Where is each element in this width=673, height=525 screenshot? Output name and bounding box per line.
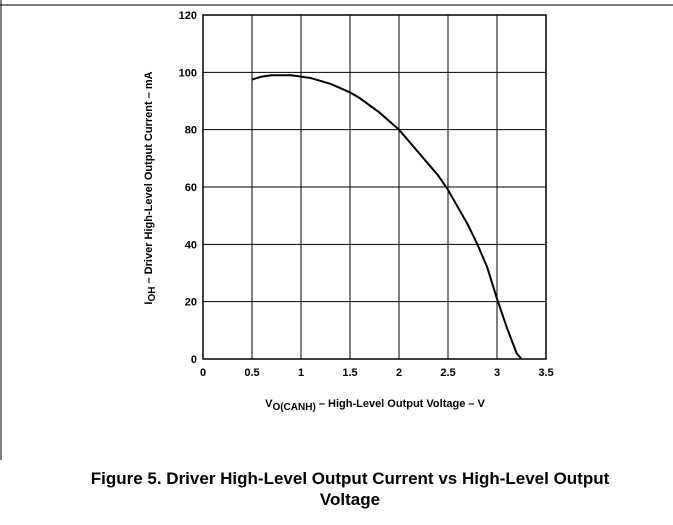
y-label-text: – Driver High-Level Output Current – mA: [143, 71, 155, 286]
chart: VO(CANH) – High-Level Output Voltage – V…: [0, 0, 673, 460]
caption: Figure 5. Driver High-Level Output Curre…: [90, 469, 610, 509]
x-tick-label: 0: [200, 367, 206, 379]
x-tick-label: 3: [494, 367, 500, 379]
y-tick-label: 20: [185, 297, 197, 309]
data-line: [251, 74, 523, 360]
y-tick-label: 80: [185, 125, 197, 137]
x-axis-label: VO(CANH) – High-Level Output Voltage – V: [265, 398, 485, 413]
y-tick-label: 40: [185, 239, 197, 251]
plot-frame: [202, 14, 547, 360]
x-tick-label: 3.5: [538, 367, 553, 379]
y-label-subscript: OH: [147, 287, 158, 302]
x-label-subscript: O(CANH): [272, 402, 315, 413]
x-label-text: – High-Level Output Voltage – V: [316, 398, 486, 410]
y-tick-label: 100: [179, 67, 197, 79]
x-label-symbol: V: [265, 398, 273, 410]
x-tick-label: 2: [396, 367, 402, 379]
y-tick-label: 0: [191, 354, 197, 366]
y-tick-label: 60: [185, 182, 197, 194]
x-tick-label: 1.5: [342, 367, 357, 379]
x-tick-label: 0.5: [244, 367, 259, 379]
x-tick-label: 1: [298, 367, 304, 379]
y-axis-label: IOH – Driver High-Level Output Current –…: [143, 71, 158, 304]
y-label-symbol: I: [143, 302, 155, 305]
x-tick-label: 2.5: [440, 367, 455, 379]
y-tick-label: 120: [179, 10, 197, 22]
